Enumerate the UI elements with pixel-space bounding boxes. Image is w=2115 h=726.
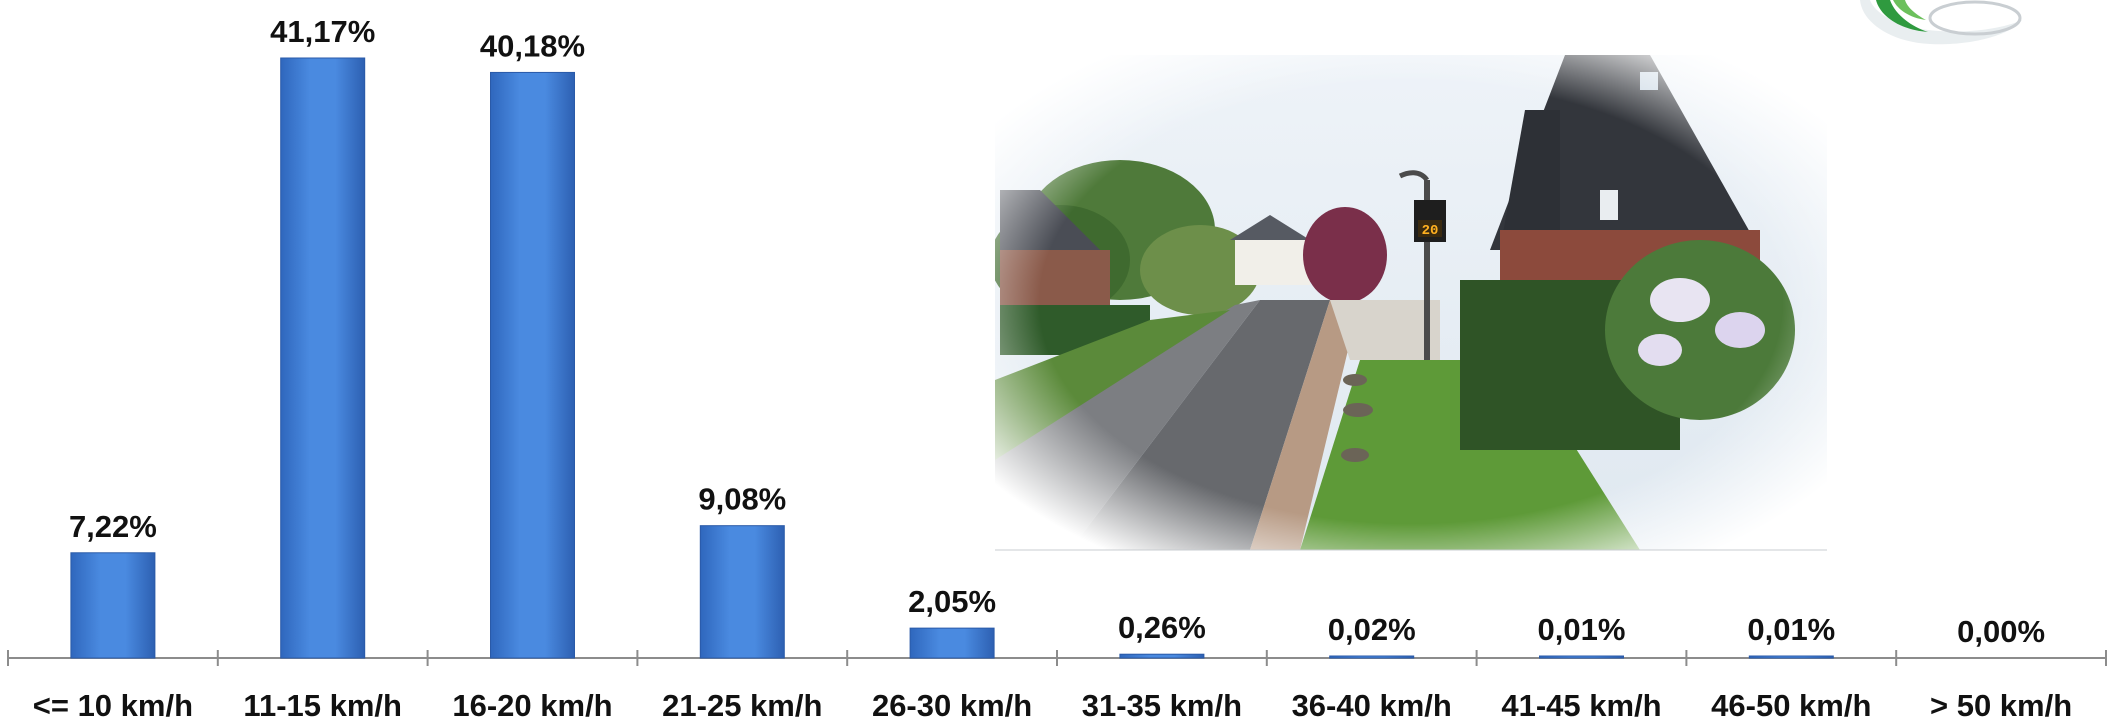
- data-label: 0,26%: [1118, 610, 1206, 645]
- category-label: 16-20 km/h: [452, 688, 612, 723]
- data-labels-group: 7,22% 41,17% 40,18% 9,08% 2,05% 0,26% 0,02% 0,0…: [69, 14, 2045, 649]
- bar: [1119, 653, 1205, 659]
- category-labels-group: <= 10 km/h 11-15 km/h 16-20 km/h 21-25 km/h…: [33, 688, 2072, 723]
- data-label: 0,01%: [1747, 612, 1835, 647]
- category-label: 26-30 km/h: [872, 688, 1032, 723]
- category-label: 36-40 km/h: [1292, 688, 1452, 723]
- bar: [909, 627, 995, 659]
- category-label: 41-45 km/h: [1501, 688, 1661, 723]
- data-label: 0,02%: [1328, 612, 1416, 647]
- category-label: 31-35 km/h: [1082, 688, 1242, 723]
- data-label: 2,05%: [908, 584, 996, 619]
- bar: [1539, 655, 1624, 659]
- bar: [699, 525, 785, 659]
- category-label: 11-15 km/h: [243, 688, 402, 723]
- bar: [1748, 655, 1834, 659]
- category-label: > 50 km/h: [1930, 688, 2072, 723]
- bars-group: [70, 57, 1834, 659]
- data-label: 41,17%: [270, 14, 375, 49]
- category-label: <= 10 km/h: [33, 688, 193, 723]
- data-label: 7,22%: [69, 509, 157, 544]
- category-label: 46-50 km/h: [1711, 688, 1871, 723]
- data-label: 0,00%: [1957, 614, 2045, 649]
- data-label: 9,08%: [698, 482, 786, 517]
- bar: [70, 552, 156, 659]
- street-photo: 20: [995, 55, 1827, 551]
- bar: [280, 57, 366, 659]
- category-label: 21-25 km/h: [662, 688, 822, 723]
- bar: [490, 71, 575, 659]
- logo-swoosh-icon: [1860, 0, 2022, 45]
- bar: [1329, 655, 1415, 659]
- x-axis-ticks: [7, 650, 2107, 666]
- data-label: 0,01%: [1538, 612, 1626, 647]
- data-label: 40,18%: [480, 28, 585, 63]
